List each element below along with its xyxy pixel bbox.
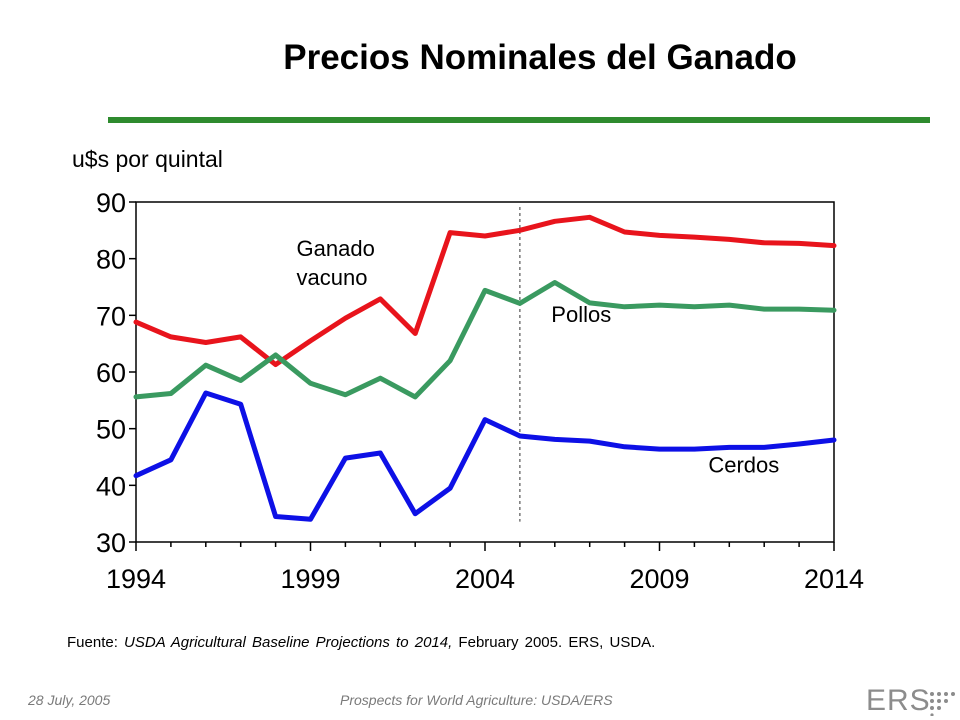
series-label-0-0: Ganado — [297, 236, 375, 261]
x-tick-label-2004: 2004 — [455, 564, 515, 594]
y-tick-label-40: 40 — [96, 471, 126, 501]
series-line-2 — [133, 390, 837, 522]
series-label-0-1: vacuno — [297, 265, 368, 290]
footer-date: 28 July, 2005 — [28, 692, 111, 708]
series-label-2-0: Cerdos — [708, 452, 779, 477]
y-tick-label-30: 30 — [96, 528, 126, 558]
series-line-1 — [133, 280, 837, 400]
x-tick-label-2009: 2009 — [629, 564, 689, 594]
x-tick-label-1999: 1999 — [280, 564, 340, 594]
ers-logo: ERS — [866, 684, 931, 717]
y-tick-label-80: 80 — [96, 245, 126, 275]
source-note: Fuente: USDA Agricultural Baseline Proje… — [67, 634, 655, 651]
x-tick-label-2014: 2014 — [804, 564, 864, 594]
y-tick-label-50: 50 — [96, 415, 126, 445]
x-tick-label-1994: 1994 — [106, 564, 166, 594]
y-tick-label-60: 60 — [96, 358, 126, 388]
source-publication: USDA Agricultural Baseline Projections t… — [124, 634, 453, 651]
source-suffix: February 2005. ERS, USDA. — [452, 634, 656, 651]
y-tick-label-70: 70 — [96, 301, 126, 331]
plot-frame — [135, 201, 835, 543]
title-divider — [108, 117, 930, 123]
ers-logo-mark-icon — [930, 692, 955, 716]
y-tick-label-90: 90 — [96, 188, 126, 218]
source-prefix: Fuente: — [67, 634, 125, 651]
series-line-0 — [133, 214, 837, 368]
chart-title: Precios Nominales del Ganado — [283, 38, 797, 77]
footer-title: Prospects for World Agriculture: USDA/ER… — [340, 692, 613, 708]
y-axis-label: u$s por quintal — [72, 146, 223, 172]
series-label-1-0: Pollos — [551, 302, 611, 327]
